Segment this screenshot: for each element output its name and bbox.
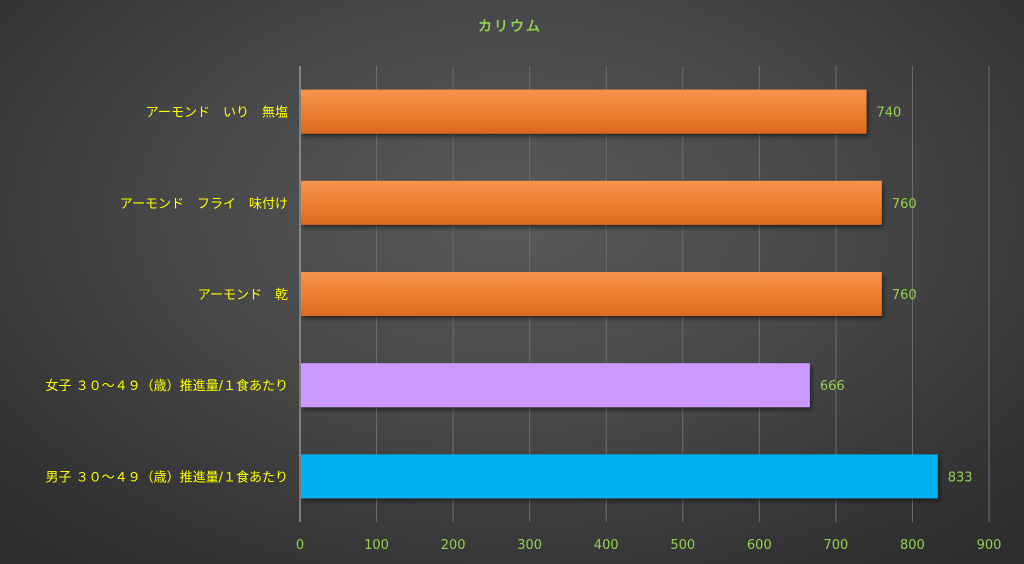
x-tick-label: 0 [296,538,304,553]
bar [301,272,882,316]
x-axis-tick-labels: 0 100 200 300 400 500 600 700 800 900 [296,538,1002,553]
x-tick-label: 400 [594,538,619,553]
x-tick-label: 800 [900,538,925,553]
x-tick-label: 100 [364,538,389,553]
category-label: アーモンド 乾 [198,288,288,303]
data-labels: 740 760 760 666 833 [820,106,973,486]
data-label: 833 [948,470,973,485]
x-tick-label: 700 [823,538,848,553]
chart-title: カリウム [478,19,542,35]
data-label: 666 [820,379,845,394]
x-tick-label: 900 [977,538,1002,553]
category-label: アーモンド フライ 味付け [120,197,288,212]
category-label: 女子 ３０～４９（歳）推進量/１食あたり [45,378,288,394]
bar [301,89,867,134]
x-tick-label: 500 [670,538,695,553]
data-label: 740 [877,106,902,121]
bar [301,363,810,408]
x-tick-label: 200 [441,538,466,553]
bar [301,180,882,225]
data-label: 760 [892,288,917,303]
category-label: 男子 ３０～４９（歳）推進量/１食あたり [45,469,288,485]
bar-series [301,89,938,499]
data-label: 760 [892,197,917,212]
x-tick-label: 300 [517,538,542,553]
bar [301,454,938,499]
category-label: アーモンド いり 無塩 [146,106,288,121]
x-tick-label: 600 [747,538,772,553]
